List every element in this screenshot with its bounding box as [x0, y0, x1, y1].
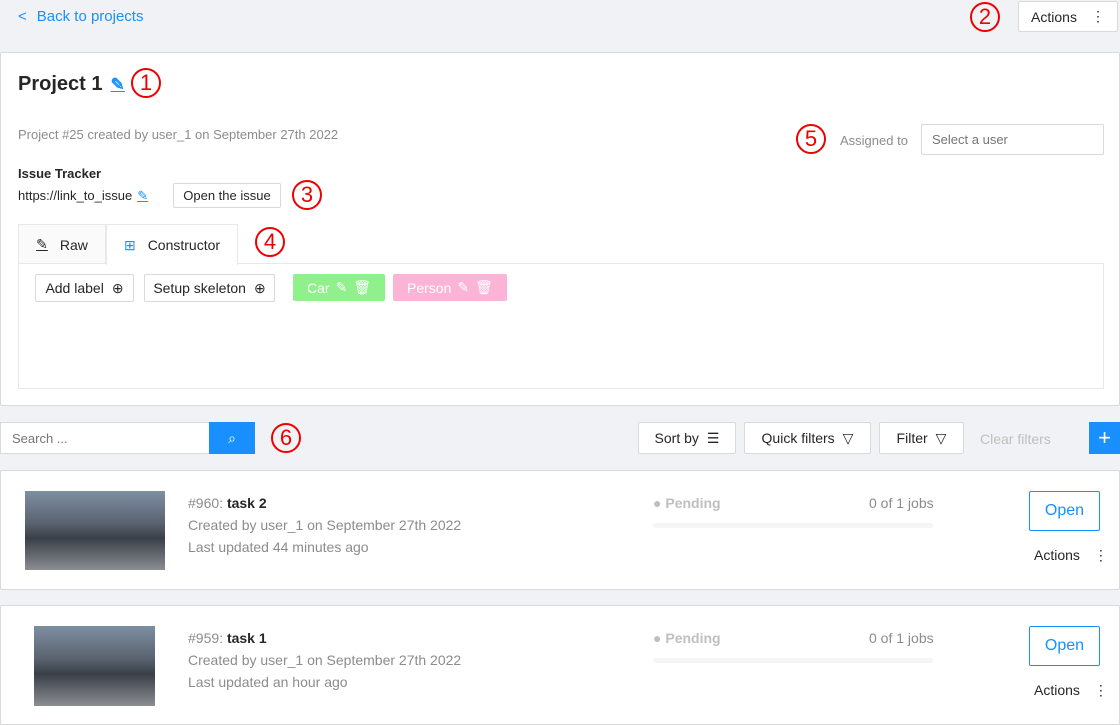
- blocks-icon: ⊞: [123, 236, 136, 253]
- tab-raw[interactable]: ✎ Raw: [18, 224, 106, 264]
- list-icon: ☰: [706, 429, 720, 446]
- plus-icon: +: [1098, 425, 1111, 450]
- annotation-marker: 4: [255, 227, 285, 257]
- jobs-count: 0 of 1 jobs: [869, 630, 934, 646]
- progress-bar: [653, 523, 933, 528]
- add-label-button[interactable]: Add label ⊕: [35, 274, 134, 302]
- back-to-projects-link[interactable]: < Back to projects: [18, 8, 144, 25]
- issue-link[interactable]: https://link_to_issue: [18, 188, 133, 203]
- edit-issue-icon[interactable]: ✎: [137, 188, 149, 203]
- progress-bar: [653, 658, 933, 663]
- setup-skeleton-button[interactable]: Setup skeleton ⊕: [144, 274, 275, 302]
- delete-label-icon[interactable]: 🗑: [353, 279, 372, 295]
- more-vertical-icon: ⋮: [1093, 682, 1108, 698]
- annotation-marker: 2: [970, 2, 1000, 32]
- plus-circle-icon: ⊕: [253, 279, 266, 296]
- open-task-button[interactable]: Open: [1029, 626, 1100, 666]
- status-dot-icon: ●: [653, 630, 662, 646]
- task-name[interactable]: task 2: [226, 495, 267, 511]
- task-name[interactable]: task 1: [226, 630, 267, 646]
- edit-label-icon[interactable]: ✎: [457, 279, 470, 295]
- task-card: #959: task 1 Created by user_1 on Septem…: [0, 605, 1120, 725]
- issue-tracker-label: Issue Tracker: [18, 166, 102, 181]
- delete-label-icon[interactable]: 🗑: [475, 279, 493, 295]
- task-thumbnail: [34, 626, 155, 706]
- status-badge: ● Pending: [653, 495, 721, 511]
- tab-constructor[interactable]: ⊞ Constructor: [106, 224, 238, 265]
- jobs-count: 0 of 1 jobs: [869, 495, 934, 511]
- annotation-marker: 3: [292, 180, 322, 210]
- open-task-button[interactable]: Open: [1029, 491, 1100, 531]
- search-input[interactable]: [0, 422, 210, 454]
- task-card: #960: task 2 Created by user_1 on Septem…: [0, 470, 1120, 590]
- project-title: Project 1: [18, 73, 103, 95]
- pencil-icon: ✎: [36, 236, 48, 252]
- annotation-marker: 1: [131, 68, 161, 98]
- create-task-button[interactable]: +: [1089, 422, 1120, 454]
- chevron-left-icon: <: [18, 8, 27, 25]
- edit-label-icon[interactable]: ✎: [335, 279, 348, 295]
- plus-circle-icon: ⊕: [111, 279, 124, 296]
- search-icon: ⌕: [228, 429, 236, 446]
- quick-filters-button[interactable]: Quick filters ▽: [744, 422, 871, 454]
- filter-icon: ▽: [935, 429, 947, 446]
- status-badge: ● Pending: [653, 630, 721, 646]
- assignee-select[interactable]: [921, 124, 1104, 155]
- edit-title-icon[interactable]: ✎: [110, 74, 125, 94]
- task-actions-button[interactable]: Actions ⋮: [1034, 547, 1108, 563]
- clear-filters-button[interactable]: Clear filters: [980, 431, 1051, 447]
- filter-button[interactable]: Filter ▽: [879, 422, 964, 454]
- label-person[interactable]: Person ✎ 🗑: [393, 274, 507, 301]
- project-details-card: Project 1 ✎ 1 Project #25 created by use…: [0, 52, 1120, 406]
- search-button[interactable]: ⌕: [209, 422, 255, 454]
- constructor-panel: Add label ⊕ Setup skeleton ⊕ Car ✎ 🗑 Person ✎…: [18, 263, 1104, 389]
- annotation-marker: 5: [796, 124, 826, 154]
- more-vertical-icon: ⋮: [1090, 8, 1105, 24]
- filter-icon: ▽: [842, 429, 854, 446]
- label-car[interactable]: Car ✎ 🗑: [293, 274, 386, 301]
- sort-by-button[interactable]: Sort by ☰: [638, 422, 736, 454]
- annotation-marker: 6: [271, 423, 301, 453]
- more-vertical-icon: ⋮: [1093, 547, 1108, 563]
- project-actions-button[interactable]: Actions ⋮: [1018, 1, 1118, 32]
- status-dot-icon: ●: [653, 495, 662, 511]
- task-actions-button[interactable]: Actions ⋮: [1034, 682, 1108, 698]
- assigned-to-label: Assigned to: [840, 133, 908, 148]
- open-issue-button[interactable]: Open the issue: [173, 183, 281, 208]
- task-thumbnail: [25, 491, 165, 570]
- project-meta: Project #25 created by user_1 on Septemb…: [18, 127, 339, 142]
